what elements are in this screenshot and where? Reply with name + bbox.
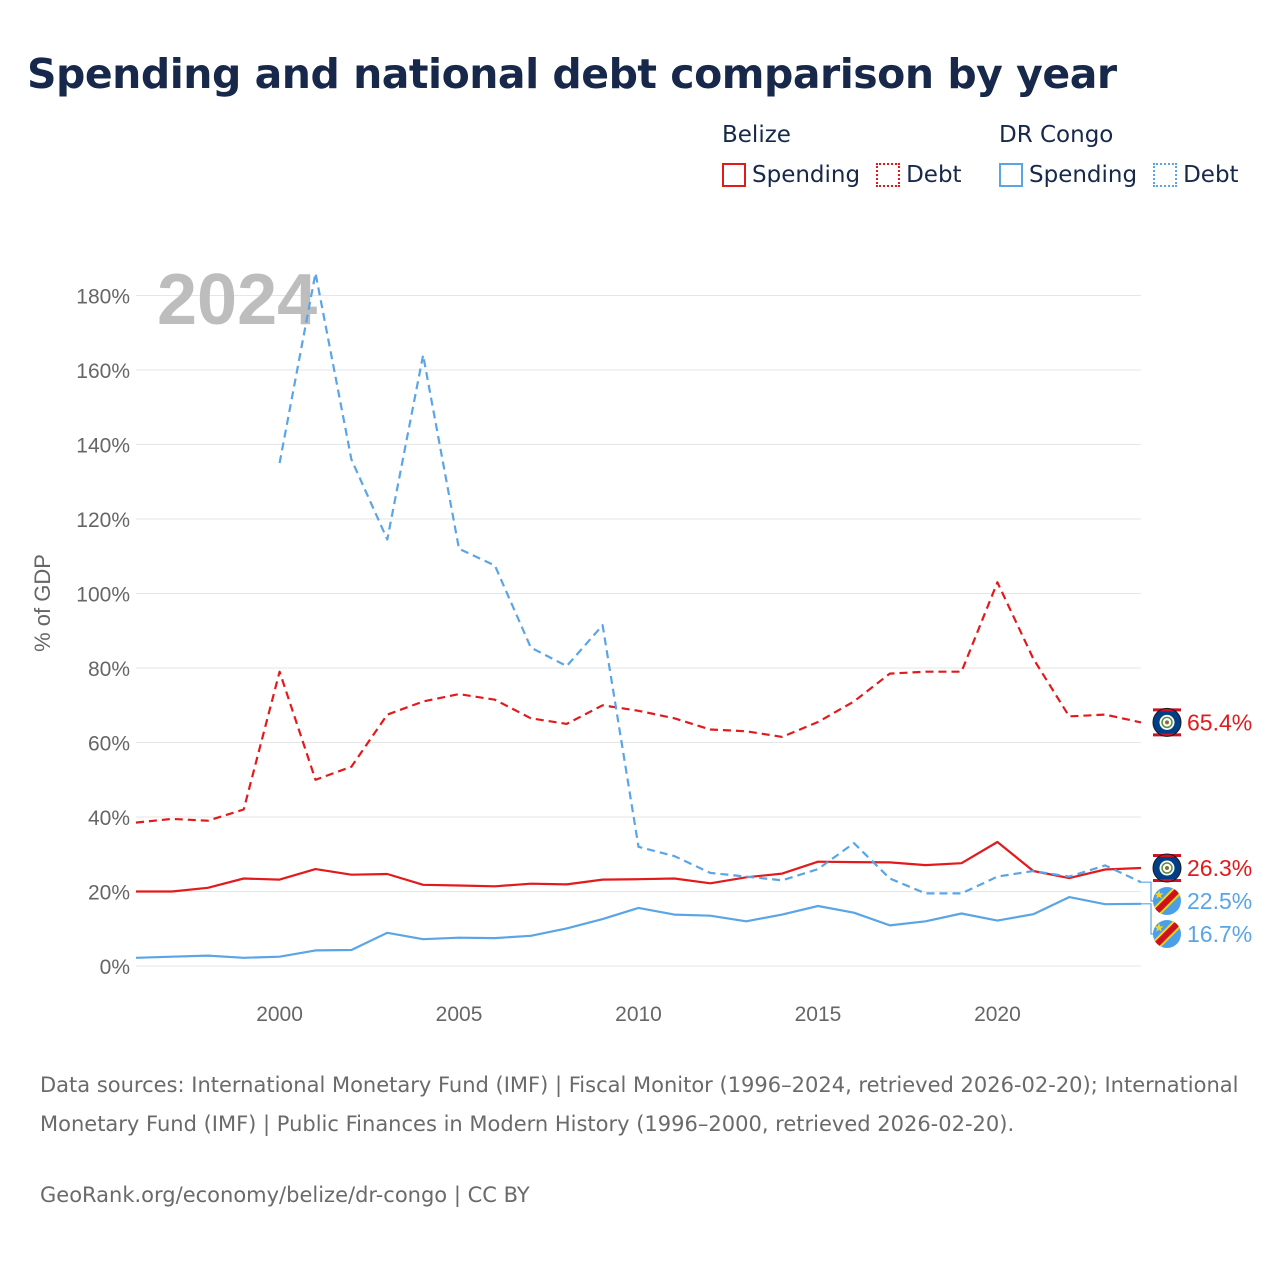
legend-label: Spending <box>752 162 861 188</box>
legend-item-belize-spending[interactable]: Spending <box>722 162 860 188</box>
y-tick-label: 60% <box>88 733 130 756</box>
year-watermark: 2024 <box>157 260 317 340</box>
x-tick-label: 2010 <box>615 1003 662 1026</box>
attribution-link[interactable]: GeoRank.org/economy/belize/dr-congo | CC… <box>40 1183 530 1207</box>
legend-item-drc-spending[interactable]: Spending <box>999 162 1137 188</box>
y-tick-label: 0% <box>100 956 130 979</box>
legend-swatch-dotted <box>1153 163 1178 187</box>
legend-group-title: Belize <box>722 122 791 148</box>
chart-title: Spending and national debt comparison by… <box>27 50 1117 98</box>
end-value-label: 16.7% <box>1187 921 1252 947</box>
series-line-belize-spending[interactable] <box>136 840 1142 893</box>
y-tick-label: 100% <box>76 584 130 607</box>
y-tick-label: 180% <box>76 286 130 309</box>
legend-swatch-solid <box>999 163 1023 187</box>
x-tick-label: 2015 <box>795 1003 842 1026</box>
end-labels: 65.4% 26.3% 22.5% 16.7% <box>1141 707 1252 949</box>
end-value-label: 22.5% <box>1187 888 1252 914</box>
y-tick-label: 120% <box>76 509 130 532</box>
gridlines <box>136 295 1141 967</box>
end-value-label: 26.3% <box>1187 855 1252 881</box>
y-tick-label: 20% <box>88 882 130 905</box>
legend-label: Debt <box>1183 162 1239 188</box>
y-axis-label: % of GDP <box>30 554 55 652</box>
legend-swatch-solid <box>722 163 746 187</box>
dr-congo-flag-icon <box>1153 887 1181 916</box>
x-tick-label: 2000 <box>256 1003 303 1026</box>
series-line-dr-congo-debt[interactable] <box>278 272 1142 895</box>
legend-item-drc-debt[interactable]: Debt <box>1153 162 1239 188</box>
y-tick-label: 140% <box>76 435 130 458</box>
data-sources: Data sources: International Monetary Fun… <box>40 1073 1239 1136</box>
end-value-label: 65.4% <box>1187 709 1252 735</box>
series <box>135 272 1142 959</box>
x-tick-label: 2020 <box>974 1003 1021 1026</box>
legend-label: Debt <box>906 162 962 188</box>
line-chart: 0% 20% 40% 60% 80% 100% 120% 140% 160% 180% 2000 20… <box>30 260 1252 1027</box>
belize-flag-icon <box>1152 853 1182 883</box>
x-tick-label: 2005 <box>436 1003 483 1026</box>
axes: 0% 20% 40% 60% 80% 100% 120% 140% 160% 180% 2000 20… <box>76 286 1021 1027</box>
legend-label: Spending <box>1029 162 1138 188</box>
y-tick-label: 80% <box>88 658 130 681</box>
dr-congo-flag-icon <box>1153 920 1181 949</box>
legend-group-title: DR Congo <box>999 122 1114 148</box>
legend-swatch-dotted <box>876 163 901 187</box>
legend-item-belize-debt[interactable]: Debt <box>876 162 962 188</box>
legend-group-dr-congo: DR Congo Spending Debt <box>999 122 1255 188</box>
belize-flag-icon <box>1152 707 1182 737</box>
y-tick-label: 160% <box>76 360 130 383</box>
y-tick-label: 40% <box>88 807 130 830</box>
legend-group-belize: Belize Spending Debt <box>722 122 978 188</box>
series-line-belize-debt[interactable] <box>135 581 1142 824</box>
series-line-dr-congo-spending[interactable] <box>135 895 1142 959</box>
